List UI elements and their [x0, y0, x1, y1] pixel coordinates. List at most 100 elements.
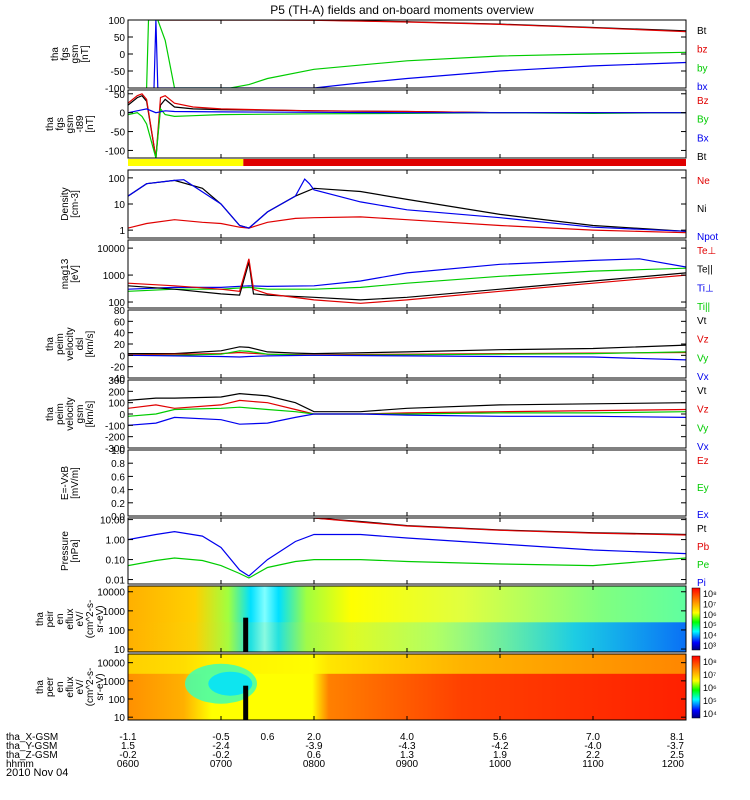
- series-line-pb: [313, 518, 686, 536]
- legend-entry: Pt: [697, 524, 707, 535]
- mode-bar-segment: [128, 159, 244, 166]
- panel-4: Te⊥ Te|| Ti⊥ Ti|| 10000 1000 100 mag13[eV]: [60, 239, 716, 313]
- legend-8: Pt Pb Pe Pi: [697, 524, 710, 589]
- y-tick-label: 0: [119, 351, 125, 362]
- x-row-value: -4.0: [584, 741, 602, 752]
- y-axis-label: thapeimvelocitydsl[km/s]: [45, 327, 96, 360]
- spectrogram-core: [208, 671, 253, 696]
- colorbar-label: 10⁶: [703, 683, 717, 693]
- series-line-bx: [153, 20, 686, 88]
- y-tick-label: 100: [108, 16, 125, 27]
- legend-entry: bz: [697, 45, 708, 56]
- panel-8: Pt Pb Pe Pi 10.00 1.00 0.10 0.01 Pressure[nPa]: [60, 516, 710, 589]
- y-tick-label: 1.0: [111, 446, 125, 457]
- y-tick-label: 0.8: [111, 459, 125, 470]
- series-line-bx: [128, 108, 686, 114]
- legend-entry: Te⊥: [697, 246, 716, 257]
- spectrogram-low-energy: [128, 622, 686, 652]
- legend-entry: Vx: [697, 372, 709, 383]
- y-tick-label: 50: [114, 33, 126, 44]
- y-axis-label: E=-VxB[mV/m]: [60, 466, 81, 501]
- series-line-vx: [128, 413, 686, 426]
- series-line-ti: [128, 267, 686, 292]
- panel-frame: [127, 89, 687, 159]
- legend-entry: Vt: [697, 386, 707, 397]
- y-axis-label: thapeerenefluxeV/(cm^2-s-sr-eV): [35, 668, 106, 707]
- x-row-value: -2.4: [212, 741, 230, 752]
- legend-entry: Ti⊥: [697, 283, 714, 294]
- series-line-vy: [128, 350, 686, 356]
- series-line-te: [128, 258, 686, 304]
- y-tick-label: 0.2: [111, 499, 125, 510]
- legend-6: Vt Vz Vy Vx: [697, 386, 709, 453]
- colorbar-label: 10⁷: [703, 670, 716, 680]
- y-tick-label: 0.6: [111, 472, 125, 483]
- x-row-label: tha_Y-GSM: [6, 741, 57, 752]
- legend-entry: Pi: [697, 578, 706, 589]
- legend-entry: bx: [697, 82, 708, 93]
- series-line-pi: [128, 530, 686, 577]
- y-ticks-7: 1.0 0.8 0.6 0.4 0.2 0.0: [111, 446, 686, 523]
- y-tick-label: -200: [105, 433, 125, 444]
- legend-entry: Ey: [697, 483, 709, 494]
- x-row-value: 0.6: [261, 732, 275, 743]
- y-ticks-9: 10000 1000 100 10: [97, 588, 686, 656]
- legend-entry: Npot: [697, 232, 718, 243]
- x-row-value: 0.6: [307, 750, 321, 761]
- legend-entry: Bx: [697, 133, 709, 144]
- x-row-value: -1.1: [119, 732, 137, 743]
- y-tick-label: 100: [108, 174, 125, 185]
- legend-entry: Te||: [697, 265, 713, 276]
- y-tick-label: 1000: [103, 271, 126, 282]
- legend-entry: Ex: [697, 510, 709, 521]
- series-line-ti: [128, 258, 686, 290]
- legend-entry: Pe: [697, 560, 710, 571]
- y-tick-label: 0: [119, 109, 125, 120]
- x-row-label: tha_X-GSM: [6, 732, 58, 743]
- y-tick-label: 10.00: [100, 516, 125, 527]
- colorbar-label: 10⁸: [703, 589, 717, 599]
- y-tick-label: 1000: [103, 607, 126, 618]
- colorbar-label: 10⁸: [703, 657, 717, 667]
- legend-entry: Bz: [697, 96, 709, 107]
- x-row-value: 0600: [117, 759, 140, 770]
- y-tick-label: 50: [114, 90, 126, 101]
- x-row-value: -3.7: [667, 741, 685, 752]
- series-layer-6: [128, 392, 686, 426]
- x-row-value: 1.5: [121, 741, 135, 752]
- y-tick-label: 20: [114, 340, 126, 351]
- y-tick-label: 100: [108, 399, 125, 410]
- y-tick-label: 0.0: [111, 512, 125, 523]
- y-tick-label: 10000: [97, 244, 125, 255]
- y-ticks-4: 10000 1000 100: [97, 244, 686, 309]
- legend-entry: by: [697, 63, 708, 74]
- x-row-value: -4.2: [491, 741, 509, 752]
- y-tick-label: -100: [105, 146, 125, 157]
- y-axis-label: thafgsgsm[nT]: [50, 45, 91, 64]
- x-row-label: tha_Z-GSM: [6, 750, 58, 761]
- panel-7: Ez Ey Ex 1.0 0.8 0.6 0.4 0.2 0.0 E=-VxB[mV/m]: [60, 446, 709, 523]
- legend-entry: Vt: [697, 316, 707, 327]
- colorbar-label: 10⁴: [703, 709, 717, 719]
- y-tick-label: -100: [105, 84, 125, 95]
- y-ticks-10: 10000 1000 100 10: [97, 659, 686, 724]
- x-row-value: -3.9: [305, 741, 323, 752]
- x-row-value: 1000: [489, 759, 512, 770]
- y-tick-label: 80: [114, 306, 126, 317]
- x-row-value: 2.5: [670, 750, 684, 761]
- x-row-label: hhmm: [6, 759, 34, 770]
- y-axis-label: thafgsgsm-t89[nT]: [45, 115, 96, 134]
- mode-bar-segment: [243, 159, 686, 166]
- y-tick-label: 1: [119, 226, 125, 237]
- y-tick-label: 100: [108, 626, 125, 637]
- x-row-value: 1200: [662, 759, 685, 770]
- x-row-value: 0700: [210, 759, 233, 770]
- legend-1: Bt bz by bx: [697, 26, 708, 93]
- series-line-vt: [128, 392, 686, 413]
- y-tick-label: 10000: [97, 588, 125, 599]
- series-line-vx: [128, 354, 686, 361]
- legend-4: Te⊥ Te|| Ti⊥ Ti||: [697, 246, 716, 313]
